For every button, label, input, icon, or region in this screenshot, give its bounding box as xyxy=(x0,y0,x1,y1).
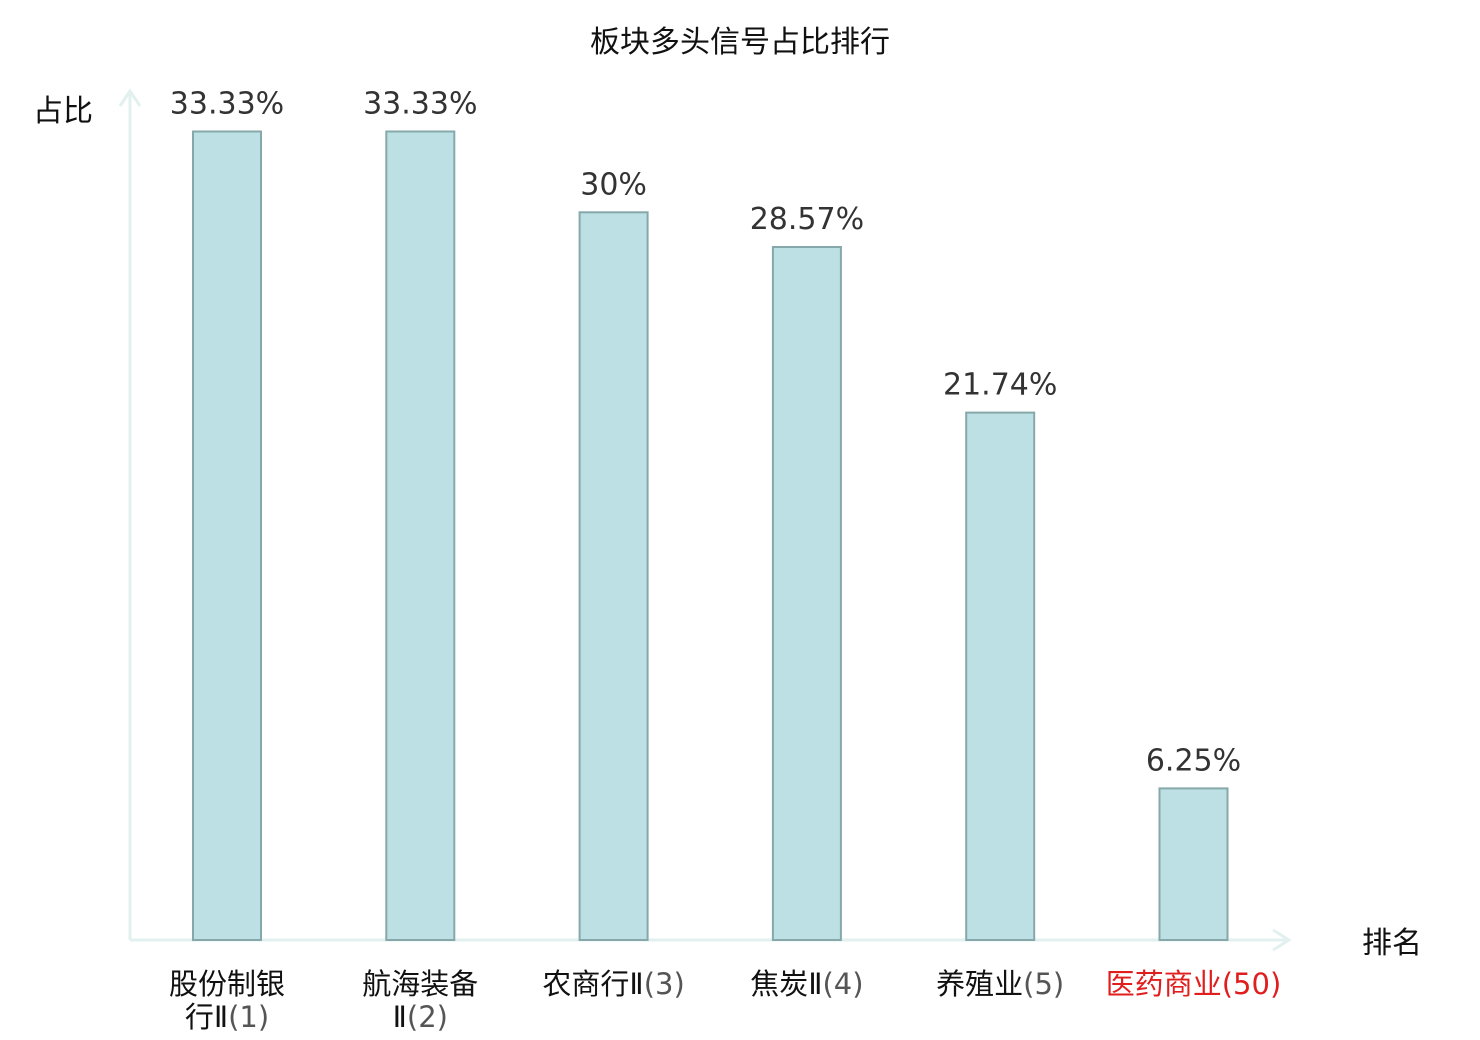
x-axis-arrow xyxy=(1272,928,1292,952)
category-name: 焦炭Ⅱ xyxy=(750,967,822,1001)
category-name: 农商行Ⅱ xyxy=(542,967,643,1001)
category-rank: (5) xyxy=(1023,967,1064,1001)
category-rank: (2) xyxy=(407,1000,448,1034)
bar-2 xyxy=(385,130,456,941)
y-axis-label: 占比 xyxy=(33,94,93,129)
bar-4 xyxy=(771,246,842,941)
category-label-2-line-2: Ⅱ(2) xyxy=(393,1000,448,1034)
category-label-5: 养殖业(5) xyxy=(936,967,1064,1001)
axes xyxy=(118,88,1292,952)
category-label-1-line-2: 行Ⅱ(1) xyxy=(185,1000,269,1034)
bar-5 xyxy=(965,411,1036,942)
category-name: 航海装备 xyxy=(362,967,478,1001)
value-label-5: 21.74% xyxy=(943,368,1057,403)
bar-3 xyxy=(578,211,649,942)
category-label-4: 焦炭Ⅱ(4) xyxy=(750,967,863,1001)
value-label-2: 33.33% xyxy=(363,87,477,122)
category-label-3: 农商行Ⅱ(3) xyxy=(542,967,684,1001)
value-label-1: 33.33% xyxy=(170,87,284,122)
category-label-1-line-1: 股份制银 xyxy=(169,967,285,1001)
bar-1 xyxy=(192,130,262,941)
value-labels: 33.33% 33.33% 30% 28.57% 21.74% 6.25% xyxy=(170,87,1241,779)
category-name: Ⅱ xyxy=(393,1000,407,1034)
category-rank: (3) xyxy=(644,967,685,1001)
category-name: 养殖业 xyxy=(936,967,1023,1001)
value-label-4: 28.57% xyxy=(750,202,864,237)
category-rank: (4) xyxy=(822,967,863,1001)
category-rank: (1) xyxy=(228,1000,269,1034)
category-name: 医药商业 xyxy=(1106,967,1222,1001)
y-axis-arrow xyxy=(118,88,142,107)
category-name: 股份制银 xyxy=(169,967,285,1001)
category-name: 行Ⅱ xyxy=(185,1000,228,1034)
value-label-6: 6.25% xyxy=(1146,743,1241,778)
category-label-2-line-1: 航海装备 xyxy=(362,967,478,1001)
bar-series xyxy=(192,130,1229,942)
category-rank: (50) xyxy=(1222,967,1282,1001)
value-label-3: 30% xyxy=(580,167,647,202)
chart-title: 板块多头信号占比排行 xyxy=(590,25,890,60)
x-axis-label: 排名 xyxy=(1362,926,1422,961)
bar-6 xyxy=(1158,787,1229,942)
category-label-6: 医药商业(50) xyxy=(1106,967,1282,1001)
